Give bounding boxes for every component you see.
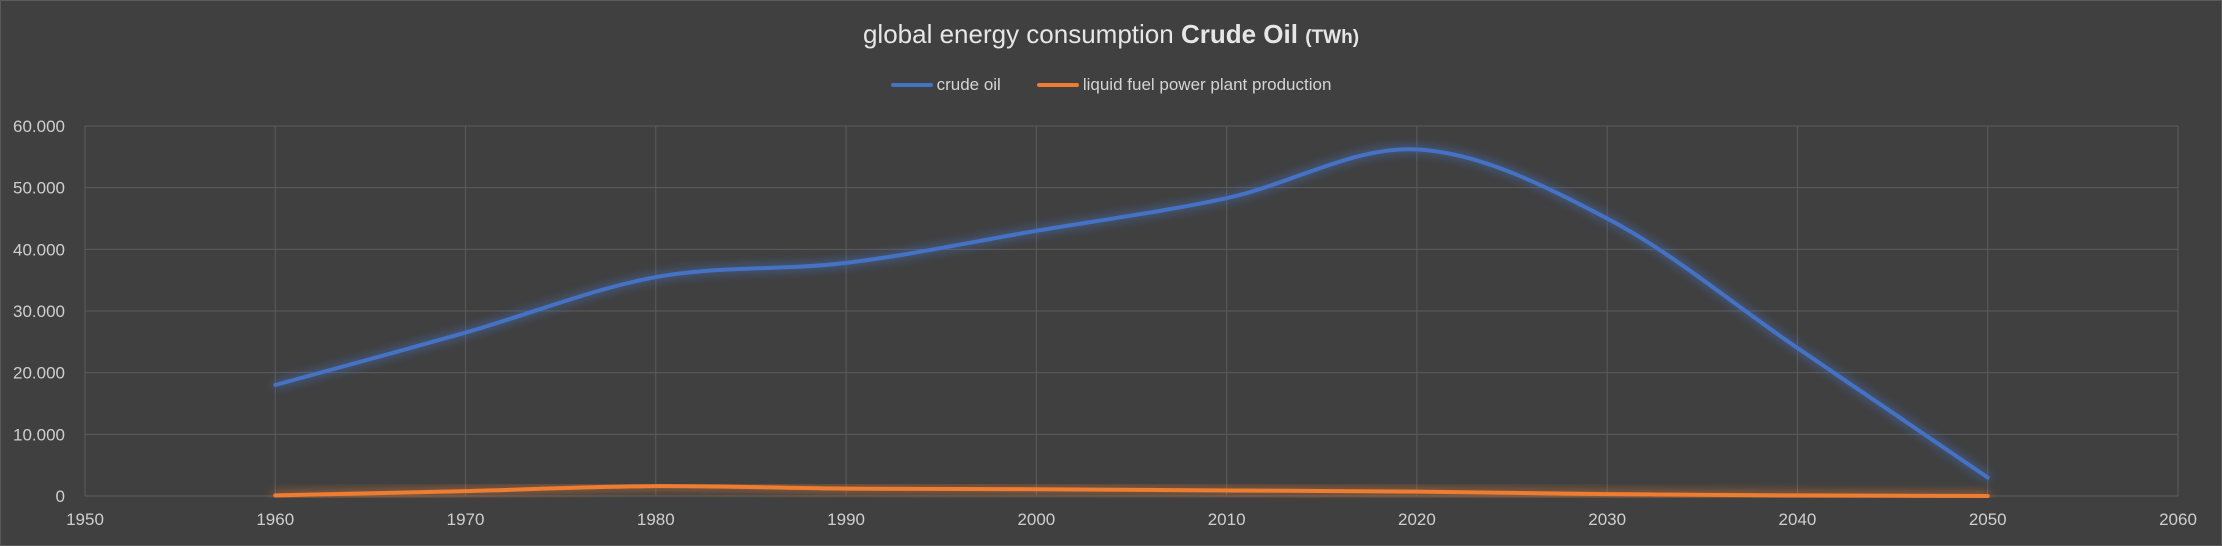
y-tick-label: 60.000 [13, 117, 65, 136]
series-lines [273, 147, 1990, 498]
chart-title: global energy consumption Crude Oil (TWh… [1, 19, 2221, 50]
x-tick-label: 1950 [66, 510, 104, 529]
legend-label-crude-oil: crude oil [936, 75, 1001, 94]
chart-title-main: global energy consumption [862, 19, 1174, 49]
x-tick-label: 1980 [637, 510, 675, 529]
x-tick-label: 2010 [1208, 510, 1246, 529]
x-tick-label: 2040 [1779, 510, 1817, 529]
y-tick-label: 40.000 [13, 240, 65, 259]
x-tick-label: 2060 [2159, 510, 2197, 529]
chart-title-bold: Crude Oil [1180, 19, 1298, 49]
legend-label-liquid-fuel: liquid fuel power plant production [1082, 75, 1332, 94]
x-tick-label: 1970 [447, 510, 485, 529]
x-tick-label: 2030 [1588, 510, 1626, 529]
y-tick-label: 0 [56, 487, 65, 506]
chart-title-unit: (TWh) [1305, 27, 1360, 48]
legend-swatch-crude-oil [890, 83, 933, 87]
axis-labels: 0 10.000 20.000 30.000 40.000 50.000 60.000 195… [13, 117, 2197, 529]
grid [84, 125, 2179, 497]
legend-item-liquid-fuel: liquid fuel power plant production [1036, 75, 1332, 95]
y-tick-label: 20.000 [13, 364, 65, 383]
legend-item-crude-oil: crude oil [890, 75, 1001, 95]
x-tick-label: 1960 [256, 510, 294, 529]
chart-legend: crude oil liquid fuel power plant produc… [1, 75, 2221, 95]
series-line-crude-oil [273, 147, 1990, 480]
series-line-liquid-fuel [273, 484, 1990, 498]
x-tick-label: 2000 [1017, 510, 1055, 529]
x-tick-label: 1990 [827, 510, 865, 529]
y-tick-label: 30.000 [13, 302, 65, 321]
y-tick-label: 10.000 [13, 425, 65, 444]
x-tick-label: 2020 [1398, 510, 1436, 529]
x-tick-label: 2050 [1969, 510, 2007, 529]
y-tick-label: 50.000 [13, 179, 65, 198]
legend-swatch-liquid-fuel [1036, 83, 1079, 87]
